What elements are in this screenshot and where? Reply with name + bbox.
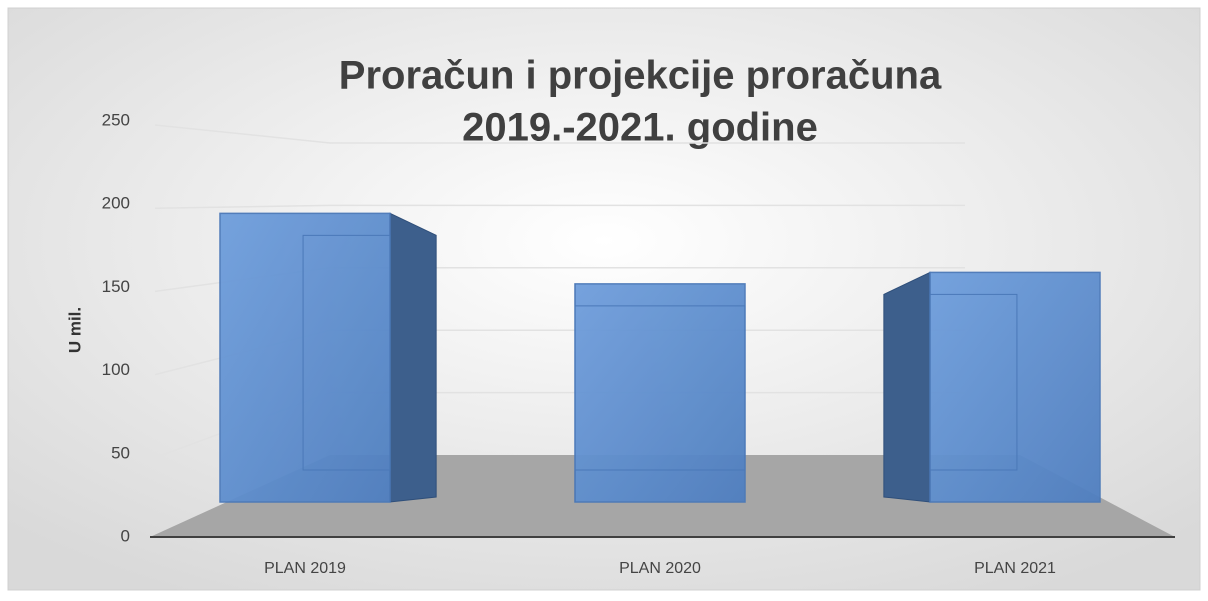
- bar: [574, 283, 746, 503]
- y-tick-label: 250: [102, 110, 130, 129]
- bar-inner-edge: [929, 293, 1018, 471]
- bar-inner-edge: [574, 305, 746, 471]
- y-tick-label: 200: [102, 194, 130, 213]
- bar-front: [929, 271, 1101, 503]
- bar-side: [883, 271, 931, 503]
- chart-title: 2019.-2021. godine: [462, 106, 818, 150]
- x-tick-label: PLAN 2020: [619, 560, 701, 577]
- bar: [219, 212, 437, 503]
- bar-side: [389, 212, 437, 503]
- bar-inner-edge: [302, 234, 391, 471]
- y-tick-label: 50: [111, 443, 130, 462]
- bar: [883, 271, 1101, 503]
- y-tick-label: 0: [121, 526, 130, 545]
- grid-line: [154, 124, 965, 144]
- bar-front: [574, 283, 746, 503]
- y-tick-label: 100: [102, 360, 130, 379]
- y-tick-label: 150: [102, 277, 130, 296]
- x-tick-label: PLAN 2021: [974, 560, 1056, 577]
- grid-line: [154, 204, 965, 209]
- y-axis-label: U mil.: [65, 307, 84, 353]
- chart-title: Proračun i projekcije proračuna: [339, 54, 942, 98]
- x-tick-label: PLAN 2019: [264, 560, 346, 577]
- bar-front: [219, 212, 391, 503]
